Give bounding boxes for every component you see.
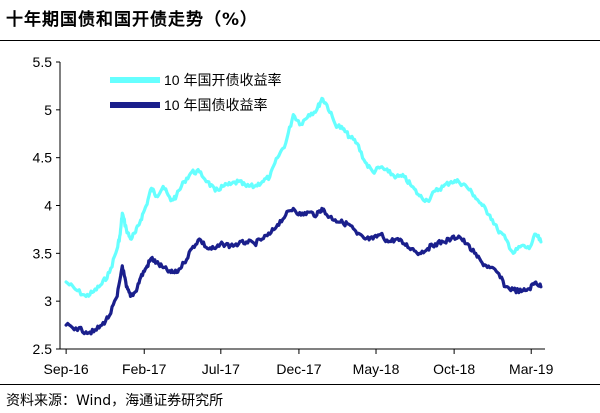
x-tick-label: Jul-17 — [202, 361, 240, 377]
legend-label-cdb: 10 年国开债收益率 — [164, 72, 281, 88]
y-tick-label: 4 — [44, 198, 52, 214]
source-note: 资料来源：Wind，海通证券研究所 — [6, 393, 224, 409]
x-tick-label: May-18 — [353, 361, 400, 377]
x-tick-label: Mar-19 — [509, 361, 554, 377]
series-line-cgb — [64, 206, 543, 336]
x-tick-label: Sep-16 — [44, 361, 89, 377]
title-divider — [0, 40, 600, 41]
y-tick-label: 3.5 — [33, 245, 53, 261]
series-line-cdb — [64, 96, 543, 298]
legend-label-cgb: 10 年国债收益率 — [164, 97, 267, 113]
chart-legend: 10 年国开债收益率 10 年国债收益率 — [110, 72, 281, 113]
y-tick-label: 4.5 — [33, 150, 53, 166]
footer-divider — [0, 384, 600, 385]
y-tick-label: 2.5 — [33, 341, 53, 357]
y-tick-label: 3 — [44, 293, 52, 309]
series-layer — [64, 96, 543, 336]
x-tick-label: Dec-17 — [276, 361, 321, 377]
y-tick-label: 5 — [44, 102, 52, 118]
y-tick-label: 5.5 — [33, 54, 53, 70]
x-tick-label: Feb-17 — [122, 361, 167, 377]
chart-title: 十年期国债和国开债走势（%） — [6, 10, 259, 30]
yield-chart: 2.5 3 3.5 4 4.5 5 5.5 Sep-16 Feb-17 Jul-17 Dec-17 M… — [33, 54, 554, 377]
x-tick-label: Oct-18 — [433, 361, 475, 377]
chart-axes: 2.5 3 3.5 4 4.5 5 5.5 Sep-16 Feb-17 Jul-17 Dec-17 M… — [33, 54, 554, 377]
